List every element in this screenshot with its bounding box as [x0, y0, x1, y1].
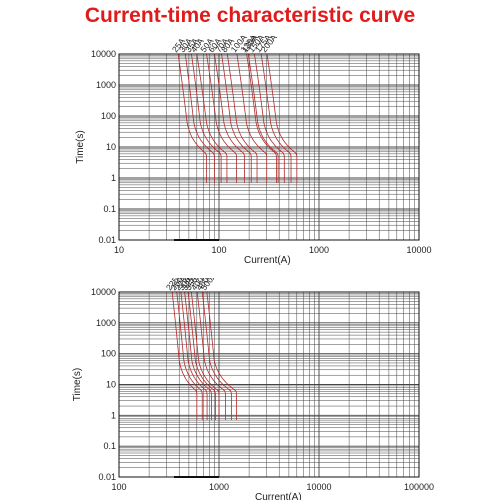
x-tick-label: 1000: [209, 482, 229, 492]
series-curve-35A: [191, 53, 222, 183]
series-curve-150A: [254, 53, 285, 183]
series-curve-500A: [206, 291, 238, 421]
x-axis-label: Current(A): [255, 492, 302, 500]
y-tick-label: 0.01: [98, 472, 116, 482]
y-tick-label: 1000: [96, 318, 116, 328]
axis-frame: [118, 291, 420, 478]
series-curve-60A: [214, 53, 245, 183]
series-curve-400A: [196, 291, 226, 421]
series-curve-40A: [196, 53, 228, 183]
y-tick-label: 0.01: [98, 235, 116, 245]
y-tick-label: 10: [106, 142, 116, 152]
series-curve-250A: [176, 291, 203, 421]
plot-border: [118, 53, 420, 241]
x-tick-label: 100000: [404, 482, 434, 492]
y-tick-label: 0.1: [103, 441, 116, 451]
y-tick-label: 10000: [91, 287, 116, 297]
curves: [177, 53, 298, 183]
grid: [118, 292, 419, 478]
y-tick-label: 1: [111, 173, 116, 183]
y-tick-label: 1000: [96, 80, 116, 90]
x-tick-label: 1000: [309, 245, 329, 255]
x-tick-label: 100: [111, 482, 126, 492]
y-tick-label: 100: [101, 349, 116, 359]
series-curve-350A: [190, 291, 220, 421]
series-curve-300A: [184, 291, 212, 421]
x-tick-label: 10: [114, 245, 124, 255]
series-curve-80A: [226, 53, 258, 183]
series-curve-100A: [236, 53, 268, 183]
series-curve-30A: [184, 53, 215, 183]
series-curve-325A: [187, 291, 216, 421]
grid: [118, 54, 419, 241]
y-tick-labels: 0.01 0.1 1 10 100 1000 10000: [91, 49, 116, 245]
x-tick-label: 10000: [306, 482, 331, 492]
y-axis-label: Time(s): [75, 130, 86, 164]
chart-top: 10 100 1000 10000 0.01 0.1 1 10 100 1000 10000 25…: [75, 36, 432, 266]
y-tick-label: 10: [106, 380, 116, 390]
series-curve-225A: [171, 291, 198, 421]
series-curve-130A: [247, 53, 279, 183]
y-tick-label: 100: [101, 111, 116, 121]
x-axis-label: Current(A): [244, 255, 291, 266]
x-tick-label: 100: [211, 245, 226, 255]
y-tick-labels: 0.01 0.1 1 10 100 1000 10000: [91, 287, 116, 482]
x-tick-label: 10000: [406, 245, 431, 255]
x-tick-labels: 10 100 1000 10000: [114, 245, 432, 255]
y-tick-label: 1: [111, 410, 116, 420]
axis-frame: [118, 53, 420, 241]
series-labels: 25A30A35A40A50A60A70A80A100A125A130A150A…: [170, 36, 279, 54]
series-curve-275A: [180, 291, 208, 421]
page-title: Current-time characteristic curve: [84, 4, 416, 27]
y-tick-label: 0.1: [103, 204, 116, 214]
series-curve-25A: [177, 53, 207, 183]
y-tick-label: 10000: [91, 49, 116, 59]
series-curve-50A: [206, 53, 238, 183]
chart-bottom: 100 1000 10000 100000 0.01 0.1 1 10 100 1000 1000…: [72, 278, 434, 500]
y-axis-label: Time(s): [72, 368, 83, 402]
series-curve-450A: [201, 291, 232, 421]
x-tick-labels: 100 1000 10000 100000: [111, 482, 434, 492]
series-curve-70A: [221, 53, 252, 183]
series-curve-200A: [266, 53, 298, 183]
series-curve-125A: [246, 53, 277, 183]
series-curve-175A: [260, 53, 292, 183]
plot-border: [118, 291, 420, 478]
curves: [171, 291, 238, 421]
